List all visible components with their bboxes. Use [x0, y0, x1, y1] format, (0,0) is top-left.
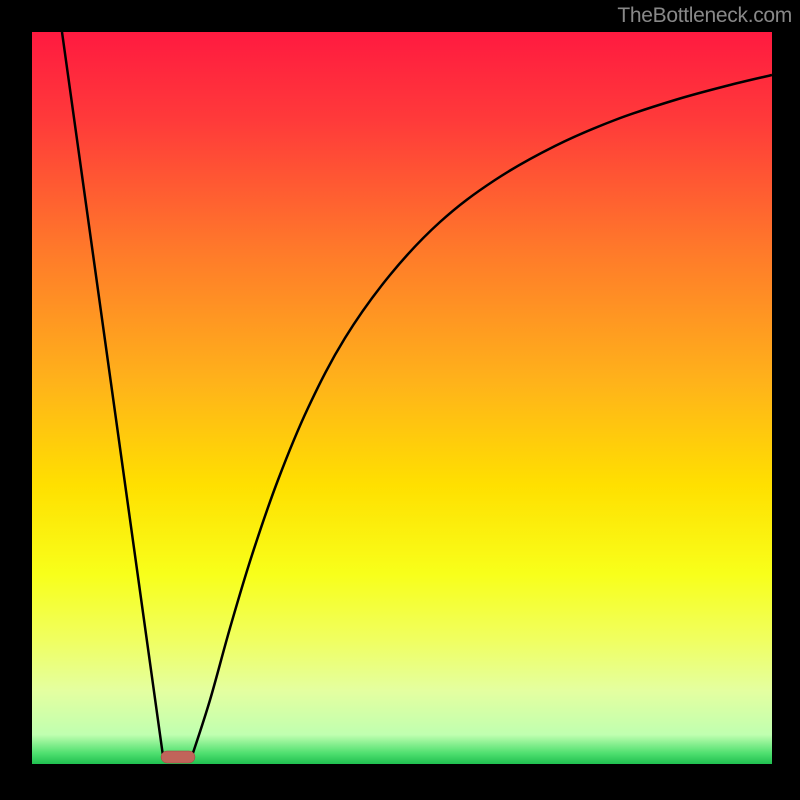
bottleneck-chart: TheBottleneck.com [0, 0, 800, 800]
minimum-marker [161, 751, 195, 763]
chart-svg [0, 0, 800, 800]
watermark-text: TheBottleneck.com [617, 4, 792, 28]
plot-background [32, 32, 772, 764]
